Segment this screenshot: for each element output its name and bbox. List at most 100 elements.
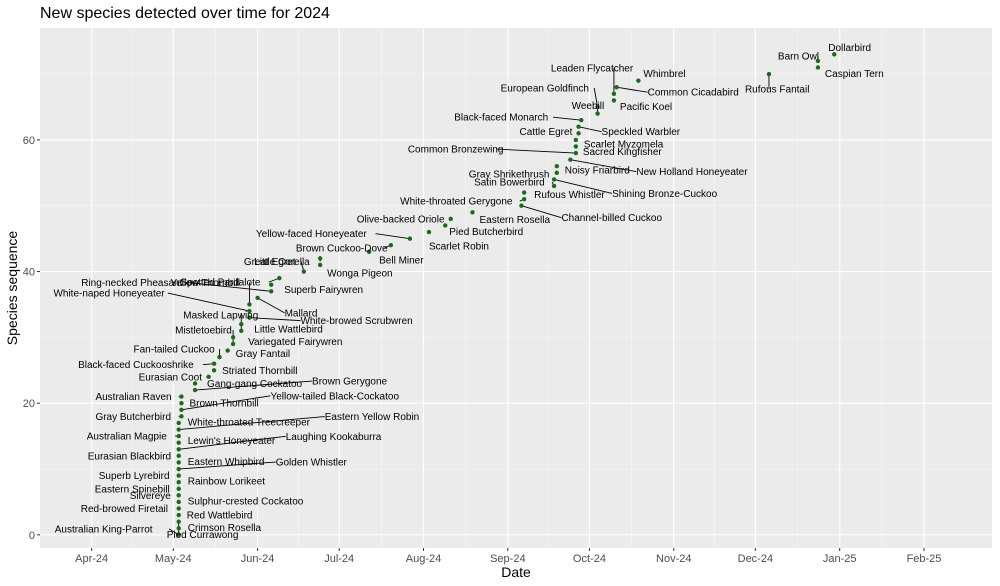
- chart-title: New species detected over time for 2024: [40, 5, 330, 22]
- point-label: Crimson Rosella: [188, 523, 262, 534]
- point-label: Mistletoebird: [175, 325, 232, 336]
- data-point: [521, 196, 527, 202]
- x-tick-label: Aug-24: [406, 553, 441, 565]
- point-label: Variegated Fairywren: [248, 337, 342, 348]
- point-label: Whimbrel: [643, 69, 685, 80]
- point-label: Australian Raven: [95, 392, 171, 403]
- point-label: Eastern Whipbird: [188, 457, 265, 468]
- point-label: Pied Currawong: [167, 530, 239, 541]
- x-tick-label: Dec-24: [738, 553, 773, 565]
- point-label: Silvereye: [130, 491, 172, 502]
- point-label: Rainbow Lorikeet: [188, 477, 265, 488]
- label-leader-line: [570, 159, 637, 173]
- data-point: [239, 328, 244, 333]
- label-leader-line: [616, 86, 648, 93]
- point-label: Shining Bronze-Cuckoo: [612, 189, 717, 200]
- data-point: [176, 519, 181, 524]
- data-point: [192, 387, 198, 393]
- label-leader-line: [257, 297, 285, 314]
- point-label: Lewin's Honeyeater: [188, 436, 276, 447]
- data-point: [269, 282, 274, 287]
- point-label: Brown Gerygone: [312, 377, 387, 388]
- x-axis-title: Date: [501, 564, 531, 580]
- data-point: [179, 414, 184, 419]
- point-label: Brown Thornbill: [189, 399, 258, 410]
- label-leader-line: [496, 148, 576, 154]
- data-point: [255, 295, 260, 301]
- x-tick-label: Jun-24: [241, 553, 275, 565]
- point-label: Scarlet Robin: [429, 242, 489, 253]
- point-label: New Holland Honeyeater: [636, 167, 748, 178]
- point-label: Australian Magpie: [87, 432, 167, 443]
- plot-panel: [40, 28, 992, 548]
- point-label: Eastern Spinebill: [95, 484, 170, 495]
- x-axis-ticks: Apr-24 May-24 Jun-24 Jul-24 Aug-24 Sep-24 Oct-…: [75, 548, 941, 565]
- data-point: [192, 381, 198, 386]
- data-point: [636, 78, 641, 83]
- data-point: [573, 144, 579, 149]
- x-tick-label: Apr-24: [75, 553, 108, 565]
- data-point: [230, 341, 236, 347]
- data-point: [388, 243, 394, 248]
- point-label: Pacific Koel: [620, 102, 672, 113]
- point-label: Speckled Warbler: [602, 127, 681, 138]
- data-point: [269, 289, 274, 294]
- data-point: [595, 104, 600, 110]
- data-point: [611, 98, 617, 103]
- data-point: [217, 354, 222, 360]
- data-point: [176, 479, 181, 485]
- label-leader-line: [593, 87, 599, 108]
- data-point: [815, 58, 821, 64]
- point-label: Eastern Rosella: [479, 215, 550, 226]
- data-point: [551, 177, 557, 182]
- point-label: Little Corella: [254, 257, 310, 268]
- data-point: [179, 400, 184, 406]
- y-tick-label: 60: [23, 135, 35, 147]
- data-point: [614, 85, 619, 90]
- point-label: Caspian Tern: [825, 69, 884, 80]
- point-labels: Australian King-Parrot Crimson RosellaPie…: [53, 43, 883, 541]
- data-point: [225, 348, 230, 353]
- point-label: Superb Lyrebird: [99, 471, 170, 482]
- point-label: Sacred Kingfisher: [583, 147, 663, 158]
- point-label: Red Wattlebird: [187, 511, 253, 522]
- point-label: Rufous Whistler: [534, 190, 605, 201]
- data-point: [206, 374, 211, 380]
- point-label: Striated Thornbill: [222, 366, 297, 377]
- data-point: [519, 203, 524, 208]
- data-point: [239, 322, 244, 327]
- label-leader-line: [167, 292, 250, 312]
- point-label: Gray Butcherbird: [95, 412, 171, 423]
- label-leader-line: [578, 126, 602, 133]
- label-leader-line: [178, 461, 276, 470]
- label-leader-line: [375, 233, 410, 240]
- data-point: [579, 117, 584, 123]
- point-label: Yellow-faced Honeyeater: [256, 229, 367, 240]
- point-label: Channel-billed Cuckoo: [561, 213, 662, 224]
- point-label: White-naped Honeyeater: [53, 289, 165, 300]
- data-point: [247, 315, 252, 320]
- data-point: [443, 223, 448, 228]
- data-point: [448, 216, 453, 222]
- point-label: Bell Miner: [379, 255, 424, 266]
- data-point: [176, 532, 181, 538]
- major-gridlines: [40, 28, 992, 548]
- data-point: [301, 269, 307, 274]
- point-label: White-throated Treecreeper: [188, 417, 311, 428]
- point-label: Gang-gang Cockatoo: [207, 379, 303, 390]
- data-point: [176, 460, 181, 465]
- label-leader-line: [553, 178, 613, 194]
- data-point: [470, 210, 475, 215]
- point-label: Brown Cuckoo-Dove: [296, 244, 388, 255]
- label-leader-line: [178, 416, 325, 430]
- data-point: [573, 150, 579, 156]
- point-label: Olive-backed Oriole: [357, 214, 445, 225]
- y-axis-title: Species sequence: [4, 231, 20, 346]
- data-point: [317, 262, 323, 268]
- data-point: [573, 137, 579, 143]
- data-point: [568, 157, 573, 162]
- point-label: Yellow Thornbill: [170, 278, 240, 289]
- x-tick-label: Feb-25: [907, 553, 942, 565]
- data-point: [521, 190, 527, 195]
